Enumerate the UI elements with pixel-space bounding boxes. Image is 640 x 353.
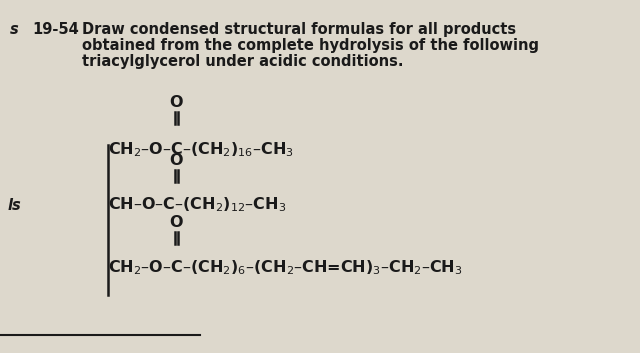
Text: triacylglycerol under acidic conditions.: triacylglycerol under acidic conditions.	[82, 54, 403, 69]
Text: 19-54: 19-54	[32, 22, 79, 37]
Text: s: s	[10, 22, 19, 37]
Text: CH$_2$–O–C–(CH$_2$)$_{16}$–CH$_3$: CH$_2$–O–C–(CH$_2$)$_{16}$–CH$_3$	[108, 140, 294, 159]
Text: ls: ls	[8, 197, 22, 213]
Text: Draw condensed structural formulas for all products: Draw condensed structural formulas for a…	[82, 22, 516, 37]
Text: obtained from the complete hydrolysis of the following: obtained from the complete hydrolysis of…	[82, 38, 539, 53]
Text: O: O	[169, 153, 183, 168]
Text: O: O	[169, 95, 183, 110]
Text: O: O	[169, 215, 183, 230]
Text: CH–O–C–(CH$_2$)$_{12}$–CH$_3$: CH–O–C–(CH$_2$)$_{12}$–CH$_3$	[108, 196, 286, 214]
Text: CH$_2$–O–C–(CH$_2$)$_6$–(CH$_2$–CH=CH)$_3$–CH$_2$–CH$_3$: CH$_2$–O–C–(CH$_2$)$_6$–(CH$_2$–CH=CH)$_…	[108, 259, 463, 277]
